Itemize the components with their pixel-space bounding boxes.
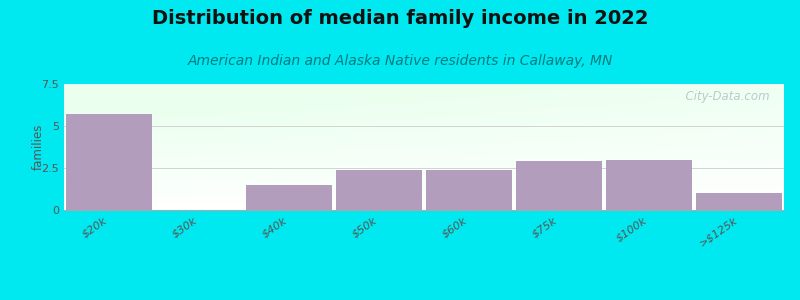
Bar <box>606 160 692 210</box>
Text: City-Data.com: City-Data.com <box>678 90 770 103</box>
Bar <box>516 161 602 210</box>
Text: American Indian and Alaska Native residents in Callaway, MN: American Indian and Alaska Native reside… <box>187 54 613 68</box>
Bar <box>66 114 152 210</box>
Text: Distribution of median family income in 2022: Distribution of median family income in … <box>152 9 648 28</box>
Y-axis label: families: families <box>32 124 45 170</box>
Bar <box>336 170 422 210</box>
Bar <box>426 170 512 210</box>
Bar <box>696 193 782 210</box>
Bar <box>246 185 332 210</box>
